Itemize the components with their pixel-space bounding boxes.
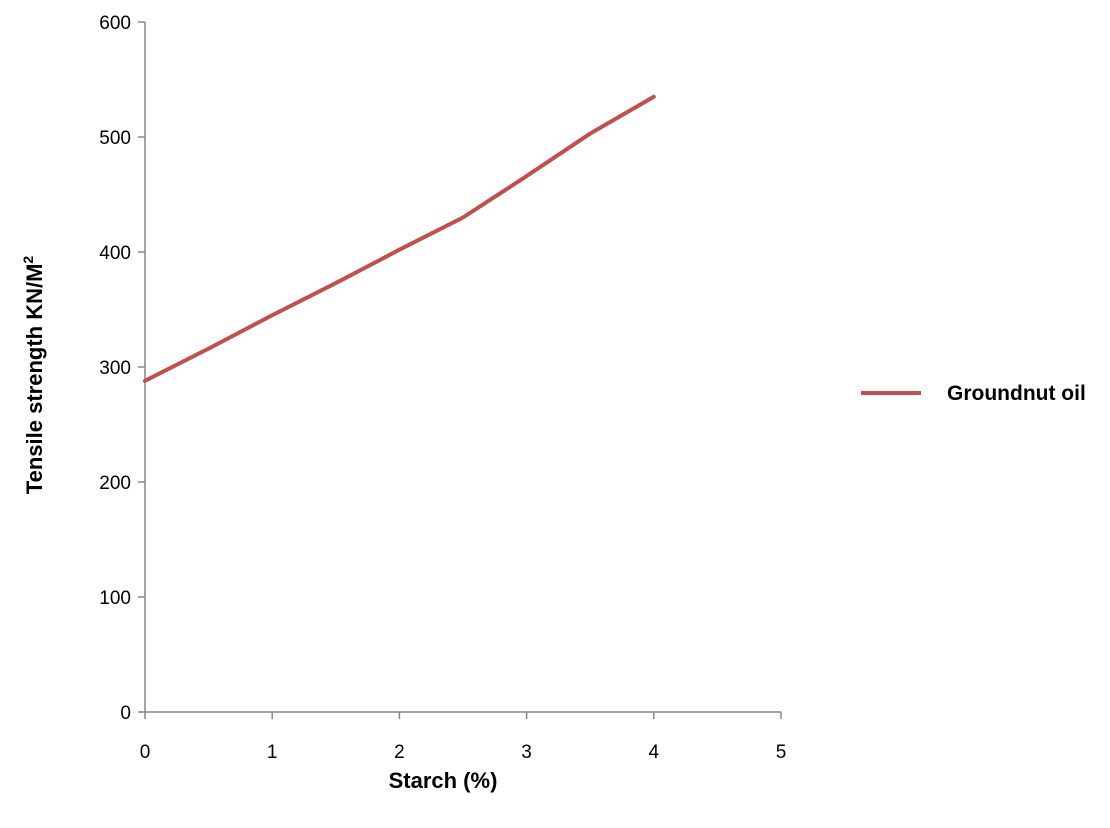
y-axis: 0 100 200 300 400 500 600: [99, 13, 146, 724]
legend-label: Groundnut oil: [947, 382, 1086, 405]
y-tick-label: 500: [99, 128, 131, 149]
x-tick-label: 2: [394, 742, 405, 763]
y-tick-label: 300: [99, 358, 131, 379]
y-tick-label: 0: [120, 703, 131, 724]
y-axis-title-superscript: 2: [20, 256, 36, 264]
legend: Groundnut oil: [861, 382, 1086, 405]
x-axis: 0 1 2 3 4 5: [140, 711, 787, 763]
y-axis-title: Tensile strength KN/M2: [20, 256, 47, 495]
x-axis-title: Starch (%): [389, 768, 498, 793]
y-tick-label: 200: [99, 473, 131, 494]
y-tick-label: 600: [99, 13, 131, 34]
x-tick-label: 4: [649, 742, 660, 763]
x-tick-label: 0: [140, 742, 151, 763]
y-ticks: 0 100 200 300 400 500 600: [99, 13, 145, 724]
series-line: [143, 94, 656, 383]
x-tick-label: 1: [267, 742, 278, 763]
y-axis-title-group: Tensile strength KN/M2: [20, 256, 47, 495]
y-tick-label: 400: [99, 243, 131, 264]
x-tick-label: 3: [521, 742, 532, 763]
x-ticks: 0 1 2 3 4 5: [140, 712, 787, 763]
x-tick-label: 5: [776, 742, 787, 763]
series-layer: [143, 94, 656, 383]
y-axis-title-main: Tensile strength KN/M: [22, 264, 47, 495]
y-tick-label: 100: [99, 588, 131, 609]
